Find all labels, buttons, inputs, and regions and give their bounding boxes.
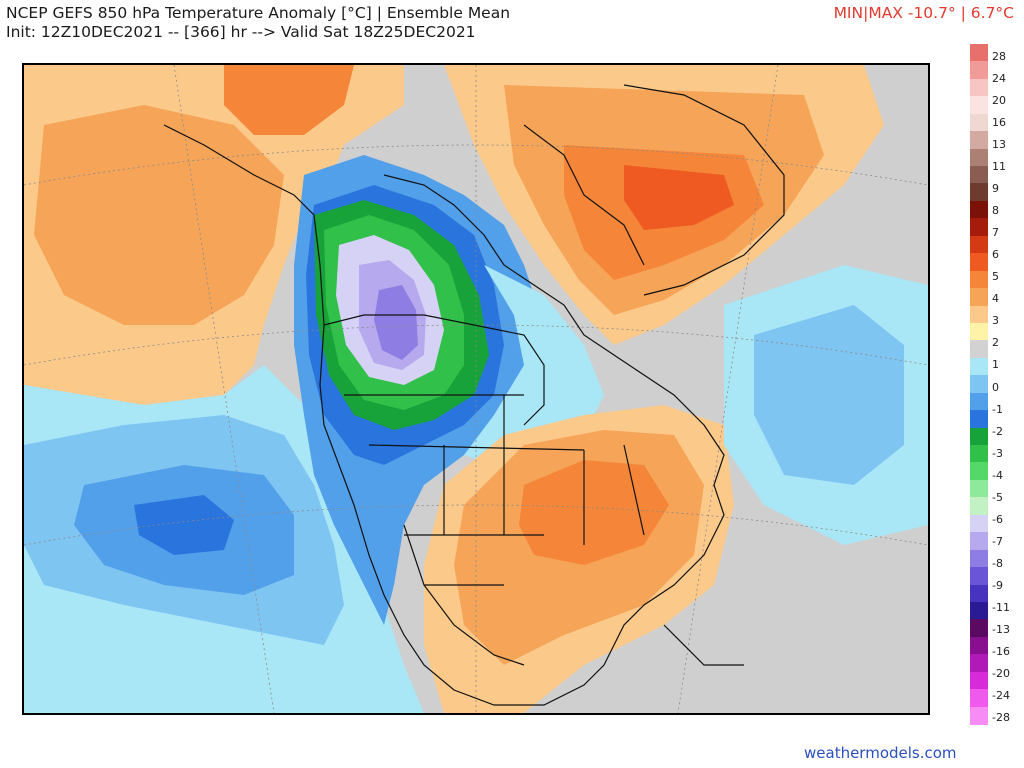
colorbar-swatch — [970, 148, 988, 167]
colorbar-label: -20 — [992, 666, 1010, 680]
map-canvas — [24, 65, 928, 713]
colorbar-swatch — [970, 601, 988, 620]
colorbar-swatch — [970, 427, 988, 446]
colorbar-label: -3 — [992, 446, 1003, 460]
colorbar-swatch — [970, 131, 988, 150]
colorbar-swatch — [970, 322, 988, 341]
north-pacific-warm-core — [34, 105, 284, 325]
colorbar-label: 2 — [992, 336, 999, 350]
west-na-purple-deep — [374, 285, 418, 360]
colorbar-swatch — [970, 497, 988, 516]
colorbar-label: 24 — [992, 72, 1006, 86]
colorbar-swatch — [970, 96, 988, 115]
colorbar — [970, 44, 988, 725]
colorbar-swatch — [970, 654, 988, 673]
colorbar-label: 28 — [992, 50, 1006, 63]
colorbar-label: -8 — [992, 556, 1003, 570]
colorbar-label: 13 — [992, 138, 1006, 152]
anomaly-map — [22, 63, 930, 715]
colorbar-swatch — [970, 78, 988, 97]
coastlines — [163, 84, 785, 706]
central-na-cool-light — [464, 265, 604, 465]
colorbar-label: -1 — [992, 402, 1003, 416]
colorbar-swatch — [970, 532, 988, 551]
colorbar-swatch — [970, 462, 988, 481]
colorbar-swatch — [970, 61, 988, 80]
colorbar-swatch — [970, 113, 988, 132]
colorbar-swatch — [970, 706, 988, 725]
colorbar-swatch — [970, 584, 988, 603]
colorbar-swatch — [970, 689, 988, 708]
colorbar-swatch — [970, 183, 988, 202]
north-atlantic-cool-core — [754, 305, 904, 485]
title-line-1: NCEP GEFS 850 hPa Temperature Anomaly [°… — [6, 4, 511, 22]
graticule — [24, 65, 928, 713]
colorbar-label: 16 — [992, 116, 1006, 130]
colorbar-swatch — [970, 340, 988, 359]
colorbar-label: -2 — [992, 424, 1003, 438]
colorbar-swatch — [970, 235, 988, 254]
colorbar-swatch — [970, 375, 988, 394]
colorbar-swatch — [970, 253, 988, 272]
colorbar-swatch — [970, 166, 988, 185]
colorbar-label: 7 — [992, 226, 999, 240]
colorbar-label: 8 — [992, 204, 999, 218]
colorbar-swatch — [970, 445, 988, 464]
colorbar-swatch — [970, 200, 988, 219]
colorbar-swatch — [970, 636, 988, 655]
colorbar-label: 9 — [992, 182, 999, 196]
colorbar-label: -6 — [992, 512, 1003, 526]
colorbar-label: -28 — [992, 711, 1010, 724]
colorbar-label: -5 — [992, 490, 1003, 504]
colorbar-label: -24 — [992, 688, 1010, 702]
east-pacific-cool-peak — [134, 495, 234, 555]
colorbar-label: -13 — [992, 622, 1010, 636]
colorbar-swatch — [970, 479, 988, 498]
colorbar-label: 5 — [992, 270, 999, 284]
colorbar-swatch — [970, 514, 988, 533]
colorbar-label: 11 — [992, 160, 1006, 174]
colorbar-label: 20 — [992, 94, 1006, 108]
min-max-readout: MIN|MAX -10.7° | 6.7°C — [833, 4, 1014, 22]
greenland-warm-peak — [624, 165, 734, 230]
colorbar-label: 0 — [992, 380, 999, 394]
colorbar-swatch — [970, 410, 988, 429]
colorbar-label: -9 — [992, 578, 1003, 592]
watermark: weathermodels.com — [804, 744, 957, 762]
colorbar-label: 1 — [992, 358, 999, 372]
east-us-warm-strong — [519, 460, 669, 565]
colorbar-swatch — [970, 288, 988, 307]
colorbar-swatch — [970, 270, 988, 289]
colorbar-swatch — [970, 567, 988, 586]
colorbar-swatch — [970, 619, 988, 638]
title-line-2: Init: 12Z10DEC2021 -- [366] hr --> Valid… — [6, 23, 476, 41]
colorbar-swatch — [970, 549, 988, 568]
colorbar-label: -16 — [992, 644, 1010, 658]
colorbar-label: 3 — [992, 314, 999, 328]
colorbar-swatch — [970, 44, 988, 63]
alaska-warm-core — [224, 65, 354, 135]
colorbar-label: -7 — [992, 534, 1003, 548]
colorbar-label: 4 — [992, 292, 999, 306]
chart-title: NCEP GEFS 850 hPa Temperature Anomaly [°… — [6, 4, 510, 42]
colorbar-swatch — [970, 218, 988, 237]
colorbar-swatch — [970, 392, 988, 411]
colorbar-swatch — [970, 305, 988, 324]
colorbar-swatch — [970, 357, 988, 376]
colorbar-label: 6 — [992, 248, 999, 262]
colorbar-swatch — [970, 671, 988, 690]
colorbar-label: -11 — [992, 600, 1010, 614]
colorbar-label: -4 — [992, 468, 1003, 482]
